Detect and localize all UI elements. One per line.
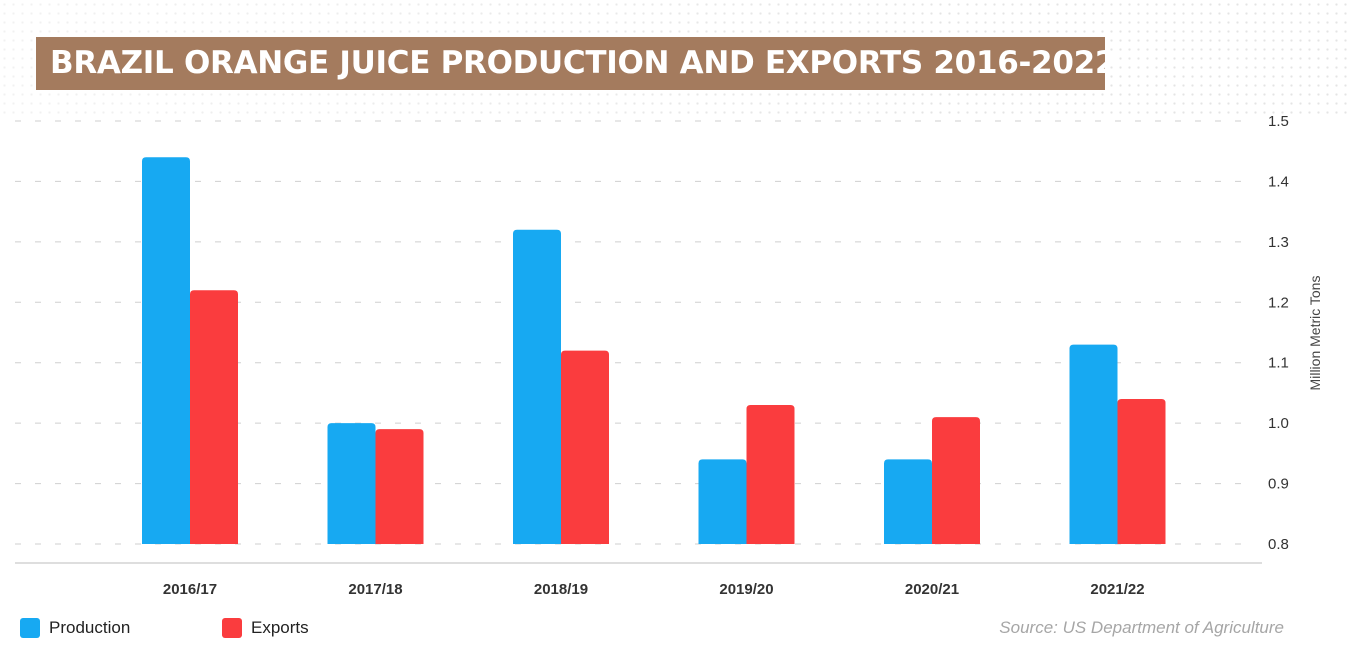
y-tick-label: 0.8 — [1268, 536, 1289, 553]
y-tick-labels: 0.8 0.9 1.0 1.1 1.2 1.3 1.4 1.5 — [1268, 113, 1289, 553]
bar-production-2016-17 — [142, 157, 190, 544]
bar-exports-2017-18 — [375, 429, 424, 544]
bar-exports-2020-21 — [932, 417, 980, 544]
legend-label-production: Production — [49, 618, 131, 637]
legend-label-exports: Exports — [251, 618, 309, 637]
y-tick-label: 1.0 — [1268, 415, 1289, 432]
x-tick-label: 2017/18 — [348, 581, 402, 598]
bar-production-2021-22 — [1069, 344, 1118, 544]
y-tick-label: 0.9 — [1268, 476, 1289, 493]
x-tick-label: 2016/17 — [163, 581, 217, 598]
gridlines — [15, 120, 1262, 564]
y-tick-label: 1.5 — [1268, 113, 1289, 130]
y-tick-label: 1.3 — [1268, 234, 1289, 251]
bar-production-2020-21 — [884, 459, 932, 544]
x-tick-label: 2019/20 — [719, 581, 773, 598]
y-tick-label: 1.4 — [1268, 173, 1289, 190]
x-tick-label: 2020/21 — [905, 581, 959, 598]
source-note: Source: US Department of Agriculture — [999, 618, 1284, 637]
y-axis-label: Million Metric Tons — [1307, 276, 1323, 391]
bar-production-2019-20 — [698, 459, 747, 544]
exports-swatch — [222, 618, 242, 638]
bar-exports-2016-17 — [190, 290, 238, 544]
legend-item-exports: Exports — [222, 617, 309, 639]
production-swatch — [20, 618, 40, 638]
y-tick-label: 1.2 — [1268, 294, 1289, 311]
x-tick-labels: 2016/17 2017/18 2018/19 2019/20 2020/21 2021/… — [163, 581, 1145, 598]
bar-production-2018-19 — [513, 229, 561, 544]
bar-production-2017-18 — [327, 423, 376, 544]
bars — [142, 157, 1166, 544]
bar-exports-2019-20 — [746, 405, 795, 544]
chart-title: BRAZIL ORANGE JUICE PRODUCTION AND EXPOR… — [36, 37, 1116, 90]
bar-exports-2021-22 — [1117, 398, 1166, 544]
x-tick-label: 2018/19 — [534, 581, 588, 598]
y-tick-label: 1.1 — [1268, 355, 1289, 372]
legend-item-production: Production — [20, 617, 130, 639]
x-tick-label: 2021/22 — [1090, 581, 1144, 598]
bar-exports-2018-19 — [561, 350, 609, 544]
